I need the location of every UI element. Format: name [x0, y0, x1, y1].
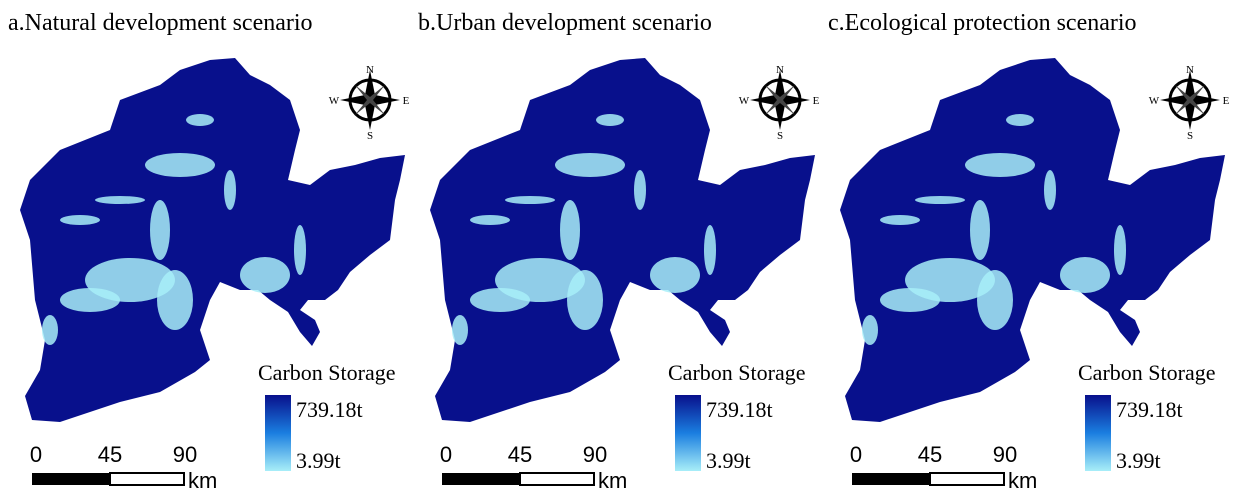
scale-bar-black: [852, 473, 930, 485]
scale-bar-white: [519, 472, 595, 486]
low-carbon-area: [240, 257, 290, 293]
scale-label: 0: [30, 442, 42, 467]
compass-s: S: [777, 130, 783, 142]
compass-e: E: [813, 95, 820, 107]
scale-bar-white: [929, 472, 1005, 486]
scale-bar-black: [32, 473, 110, 485]
low-carbon-area: [567, 270, 603, 330]
panel: c.Ecological protection scenario N S W E Carb…: [828, 10, 1230, 493]
panel: b.Urban development scenario N S W E Carbon S…: [418, 10, 820, 493]
compass-w: W: [1149, 95, 1160, 107]
low-carbon-area: [95, 196, 145, 204]
compass-n: N: [366, 64, 374, 76]
compass-s: S: [1187, 130, 1193, 142]
low-carbon-area: [880, 215, 920, 225]
legend-min: 3.99t: [1116, 448, 1161, 473]
legend-max: 739.18t: [1116, 397, 1183, 422]
legend-min: 3.99t: [706, 448, 751, 473]
panel-title: c.Ecological protection scenario: [828, 10, 1137, 36]
compass-star-diag: [355, 85, 385, 115]
low-carbon-area: [555, 153, 625, 177]
low-carbon-area: [704, 225, 716, 275]
low-carbon-area: [60, 288, 120, 312]
legend-max: 739.18t: [706, 397, 773, 422]
panel-title: a.Natural development scenario: [8, 10, 313, 36]
legend-max: 739.18t: [296, 397, 363, 422]
low-carbon-area: [294, 225, 306, 275]
low-carbon-area: [224, 170, 236, 210]
legend-title: Carbon Storage: [1078, 360, 1215, 385]
low-carbon-area: [157, 270, 193, 330]
scale-unit: km: [598, 468, 627, 493]
scale-label: 90: [583, 442, 607, 467]
low-carbon-area: [470, 215, 510, 225]
scale-label: 0: [440, 442, 452, 467]
low-carbon-area: [150, 200, 170, 260]
scale-label: 0: [850, 442, 862, 467]
low-carbon-area: [452, 315, 468, 345]
scale-bar-black: [442, 473, 520, 485]
low-carbon-area: [1060, 257, 1110, 293]
compass-e: E: [1223, 95, 1230, 107]
low-carbon-area: [1006, 114, 1034, 126]
compass-w: W: [739, 95, 750, 107]
low-carbon-area: [505, 196, 555, 204]
legend-min: 3.99t: [296, 448, 341, 473]
compass-s: S: [367, 130, 373, 142]
scale-unit: km: [1008, 468, 1037, 493]
scale-label: 45: [508, 442, 532, 467]
compass-e: E: [403, 95, 410, 107]
panel: a.Natural development scenario N S W E Carbon…: [8, 10, 410, 493]
low-carbon-area: [560, 200, 580, 260]
low-carbon-area: [60, 215, 100, 225]
region: [840, 58, 1225, 422]
region: [430, 58, 815, 422]
low-carbon-area: [1114, 225, 1126, 275]
panel-title: b.Urban development scenario: [418, 10, 712, 36]
low-carbon-area: [862, 315, 878, 345]
scale-unit: km: [188, 468, 217, 493]
low-carbon-area: [965, 153, 1035, 177]
legend-title: Carbon Storage: [258, 360, 395, 385]
legend-gradient: [1085, 395, 1111, 471]
low-carbon-area: [596, 114, 624, 126]
legend-gradient: [265, 395, 291, 471]
compass-n: N: [776, 64, 784, 76]
scale-label: 45: [918, 442, 942, 467]
low-carbon-area: [970, 200, 990, 260]
low-carbon-area: [145, 153, 215, 177]
scale-label: 90: [173, 442, 197, 467]
low-carbon-area: [186, 114, 214, 126]
low-carbon-area: [1044, 170, 1056, 210]
compass-n: N: [1186, 64, 1194, 76]
legend-title: Carbon Storage: [668, 360, 805, 385]
compass-w: W: [329, 95, 340, 107]
scale-bar-white: [109, 472, 185, 486]
region: [20, 58, 405, 422]
compass-star-diag: [1175, 85, 1205, 115]
low-carbon-area: [470, 288, 530, 312]
scale-label: 90: [993, 442, 1017, 467]
low-carbon-area: [650, 257, 700, 293]
low-carbon-area: [880, 288, 940, 312]
low-carbon-area: [915, 196, 965, 204]
legend-gradient: [675, 395, 701, 471]
scale-label: 45: [98, 442, 122, 467]
low-carbon-area: [977, 270, 1013, 330]
low-carbon-area: [42, 315, 58, 345]
low-carbon-area: [634, 170, 646, 210]
compass-star-diag: [765, 85, 795, 115]
